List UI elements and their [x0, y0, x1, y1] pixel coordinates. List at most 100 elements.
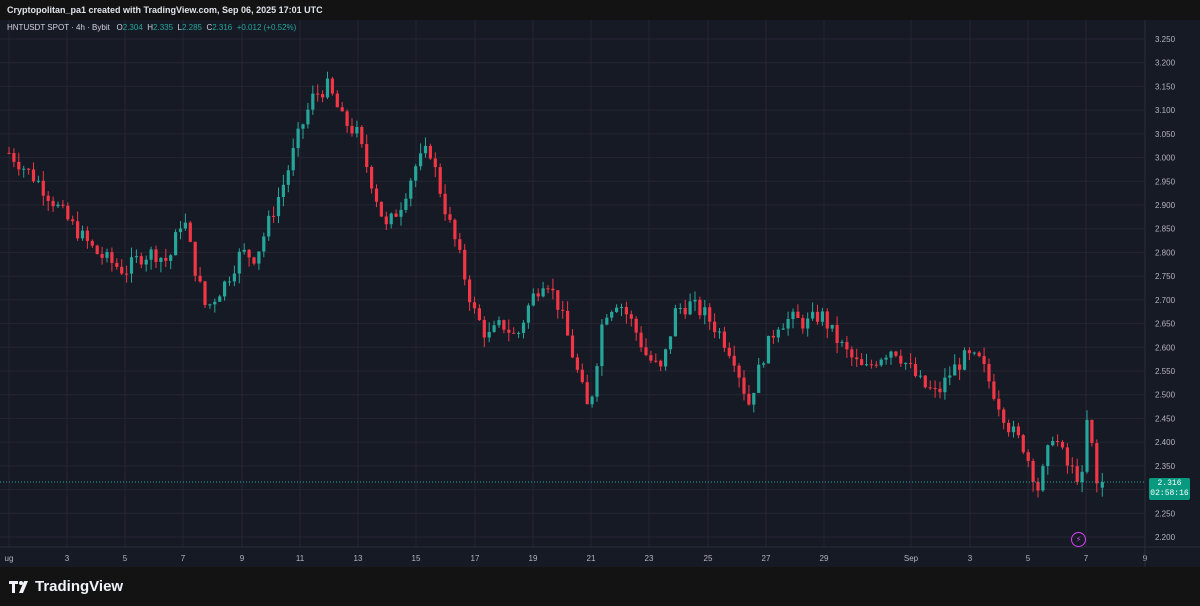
candle-body: [149, 249, 153, 260]
x-tick-label: 7: [1084, 554, 1089, 563]
y-tick-label: 2.900: [1155, 201, 1176, 210]
candle-body: [781, 328, 785, 330]
candle-body: [502, 320, 506, 330]
candle-body: [855, 357, 859, 360]
candle-body: [296, 128, 300, 149]
candle-body: [1065, 447, 1069, 466]
attribution-text: Cryptopolitan_pa1 created with TradingVi…: [7, 5, 323, 15]
candle-body: [394, 213, 398, 217]
y-tick-label: 2.500: [1155, 391, 1176, 400]
x-tick-label: 25: [704, 554, 713, 563]
candle-body: [370, 166, 374, 189]
candle-body: [899, 355, 903, 364]
price-chart[interactable]: 3.250 3.200 3.150 3.100 3.050 3.000 2.950 2.900…: [0, 20, 1200, 567]
candle-body: [90, 240, 94, 246]
candle-body: [80, 230, 85, 239]
candle-body: [864, 364, 869, 366]
candle-body: [517, 332, 521, 334]
candle-body: [850, 349, 854, 358]
candle-body: [644, 347, 648, 356]
candle-body: [188, 222, 192, 242]
candle-body: [987, 364, 991, 382]
candle-body: [31, 169, 36, 182]
chart-frame[interactable]: 3.250 3.200 3.150 3.100 3.050 3.000 2.950 2.900…: [0, 20, 1200, 567]
candle-body: [811, 311, 815, 319]
candle-body: [66, 205, 70, 220]
candle-body: [433, 158, 437, 168]
candle-body: [463, 249, 467, 280]
candle-body: [36, 180, 40, 182]
candle-body: [923, 375, 927, 388]
y-tick-label: 3.050: [1155, 130, 1176, 139]
candle-body: [71, 219, 75, 222]
candle-body: [1011, 426, 1016, 433]
symbol-name: HNTUSDT SPOT · 4h · Bybit: [7, 23, 110, 32]
candle-body: [1070, 465, 1074, 467]
candle-body: [365, 144, 369, 167]
candle-body: [404, 198, 408, 210]
candle-body: [27, 168, 31, 170]
candle-body: [384, 216, 388, 225]
x-tick-label: 17: [471, 554, 480, 563]
candle-body: [933, 387, 937, 389]
candle-body: [722, 331, 726, 348]
candle-body: [521, 322, 526, 333]
candle-body: [272, 215, 276, 217]
lightning-icon[interactable]: ⚡: [1071, 532, 1086, 547]
y-tick-label: 3.150: [1155, 82, 1176, 91]
x-tick-label: 3: [968, 554, 973, 563]
candle-body: [193, 241, 197, 276]
candle-body: [708, 307, 712, 322]
x-tick-label: 29: [820, 554, 829, 563]
candle-body: [845, 341, 849, 350]
candle-body: [325, 78, 330, 98]
candle-body: [771, 335, 775, 338]
candle-body: [762, 363, 766, 365]
candle-body: [806, 318, 810, 329]
x-tick-label: 11: [296, 554, 305, 563]
last-price-badge: 2.316 02:58:16: [1149, 477, 1190, 500]
candle-body: [742, 377, 746, 394]
candle-body: [678, 307, 682, 309]
candle-body: [727, 347, 731, 356]
high-value: 2.335: [153, 23, 174, 32]
candle-body: [546, 288, 550, 290]
candle-body: [144, 259, 148, 265]
candle-body: [972, 352, 976, 354]
candle-body: [967, 350, 971, 354]
candle-body: [1031, 460, 1035, 482]
candle-body: [472, 302, 477, 309]
candle-body: [321, 94, 325, 98]
candle-body: [414, 166, 418, 181]
y-tick-label: 2.250: [1155, 509, 1176, 518]
candle-body: [732, 355, 736, 366]
candle-body: [595, 366, 599, 397]
tradingview-logo[interactable]: TradingView: [9, 578, 123, 595]
candle-body: [257, 251, 261, 264]
y-tick-label: 2.550: [1155, 367, 1176, 376]
candle-body: [316, 93, 320, 95]
candle-body: [585, 382, 589, 405]
x-tick-label: 23: [645, 554, 654, 563]
x-tick-label: ug: [5, 554, 14, 563]
candle-body: [419, 153, 423, 167]
candle-body: [492, 325, 496, 332]
candle-body: [1080, 471, 1084, 483]
candle-body: [281, 184, 285, 198]
candle-body: [551, 288, 555, 291]
candle-body: [423, 145, 428, 154]
candle-body: [512, 332, 516, 334]
candle-body: [1051, 440, 1055, 446]
candle-body: [948, 375, 952, 378]
candle-body: [752, 392, 756, 405]
candle-body: [639, 332, 643, 348]
footer-bar: TradingView: [0, 567, 1200, 606]
candle-body: [374, 188, 379, 202]
candle-body: [1085, 419, 1089, 472]
candle-body: [1056, 440, 1060, 442]
y-tick-label: 2.750: [1155, 272, 1176, 281]
x-tick-label: 3: [65, 554, 70, 563]
candle-body: [56, 204, 60, 207]
candle-body: [178, 228, 183, 233]
candle-body: [453, 219, 457, 240]
